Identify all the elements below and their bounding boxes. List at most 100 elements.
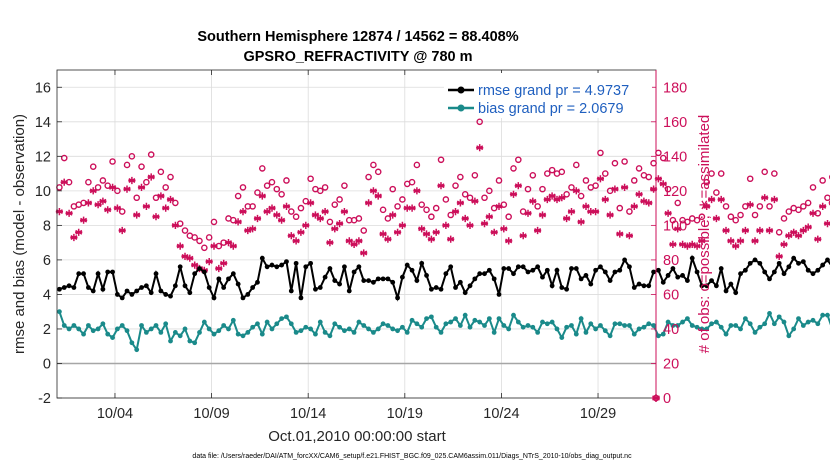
possible-point: [432, 204, 440, 212]
assimilated-point: [369, 187, 377, 195]
assimilated-point: [437, 182, 445, 190]
rmse-point: [172, 283, 178, 289]
bias-point: [704, 326, 710, 332]
bias-point: [569, 323, 574, 328]
possible-point: [611, 159, 619, 167]
rmse-point: [143, 283, 149, 289]
rmse-point: [738, 271, 743, 277]
rmse-point: [313, 286, 318, 292]
possible-point: [766, 203, 773, 210]
possible-point: [442, 196, 450, 203]
assimilated-point: [181, 252, 189, 260]
assimilated-point: [548, 192, 556, 200]
assimilated-point: [210, 242, 218, 250]
possible-point: [128, 153, 136, 160]
possible-point: [785, 208, 793, 215]
y-left-tick-label: 16: [35, 80, 51, 96]
bias-point: [486, 316, 492, 321]
assimilated-point: [89, 187, 97, 195]
assimilated-point: [234, 218, 242, 226]
assimilated-point: [471, 197, 479, 205]
rmse-point: [482, 271, 487, 277]
rmse-point: [332, 278, 338, 284]
y-left-tick-label: 0: [43, 356, 51, 372]
y-right-tick-label: 100: [663, 218, 687, 234]
possible-point: [534, 203, 541, 210]
rmse-point: [554, 267, 560, 273]
assimilated-point: [137, 183, 146, 191]
rmse-point: [293, 260, 299, 266]
bias-point: [192, 340, 198, 346]
rmse-point: [704, 283, 710, 289]
assimilated-point: [780, 240, 788, 248]
rmse-point: [583, 273, 589, 278]
assimilated-point: [253, 214, 262, 223]
rmse-point: [805, 267, 811, 273]
bias-point: [622, 323, 628, 328]
assimilated-point: [611, 185, 619, 193]
bias-point: [573, 331, 579, 337]
bias-point: [810, 317, 816, 323]
rmse-point: [631, 285, 637, 290]
possible-point: [717, 170, 725, 177]
possible-point: [708, 170, 715, 177]
possible-point: [486, 187, 493, 195]
rmse-point: [767, 276, 772, 282]
assimilated-point: [770, 195, 778, 204]
possible-point: [800, 203, 807, 210]
bias-point: [139, 323, 144, 328]
rmse-point: [327, 266, 333, 271]
rmse-point: [76, 271, 82, 277]
bias-point: [216, 328, 222, 334]
bias-point: [57, 309, 62, 315]
assimilated-point: [162, 204, 170, 212]
rmse-point: [742, 267, 748, 273]
bias-point: [110, 335, 115, 340]
grid-lines: [57, 70, 656, 399]
rmse-point: [656, 267, 661, 273]
possible-point: [669, 216, 677, 224]
assimilated-point: [703, 202, 711, 210]
rmse-point: [428, 286, 434, 292]
y-left-tick-label: 4: [43, 287, 51, 303]
rmse-point: [825, 257, 830, 263]
bias-point: [114, 326, 120, 332]
bias-point: [390, 326, 396, 332]
assimilated-point: [384, 235, 392, 243]
rmse-point: [757, 260, 763, 266]
assimilated-point: [147, 173, 155, 181]
bias-point: [206, 326, 212, 332]
assimilated-point: [519, 232, 527, 240]
assimilated-point: [447, 235, 455, 243]
possible-point: [713, 189, 720, 196]
rmse-point: [298, 295, 304, 301]
bias-point: [515, 319, 521, 325]
possible-point: [732, 216, 740, 224]
assimilated-point: [495, 202, 503, 210]
rmse-point: [491, 276, 497, 282]
possible-point: [515, 156, 522, 164]
rmse-point: [274, 264, 280, 270]
assimilated-point: [65, 209, 73, 217]
bias-point: [322, 330, 328, 335]
bias-point: [327, 333, 333, 339]
bias-point: [255, 321, 260, 327]
possible-point: [157, 168, 165, 176]
rmse-point: [651, 269, 656, 275]
rmse-point: [665, 273, 671, 278]
ticks-layer: 10/04 10/09 10/14 10/19 10/24 10/29 -2 0 2 4 6 8 10 1…: [35, 70, 687, 422]
assimilated-point: [693, 242, 701, 250]
possible-point: [408, 178, 416, 186]
bias-point: [356, 319, 362, 325]
possible-point: [616, 204, 624, 212]
assimilated-point: [654, 175, 662, 183]
assimilated-point: [152, 213, 160, 221]
y-right-tick-label: 140: [663, 149, 687, 165]
assimilated-point: [529, 197, 537, 205]
possible-point: [572, 161, 580, 169]
rmse-point: [240, 295, 246, 301]
assimilated-point: [360, 249, 368, 257]
rmse-point: [250, 285, 256, 290]
assimilated-point: [524, 209, 532, 217]
assimilated-point: [674, 225, 682, 233]
